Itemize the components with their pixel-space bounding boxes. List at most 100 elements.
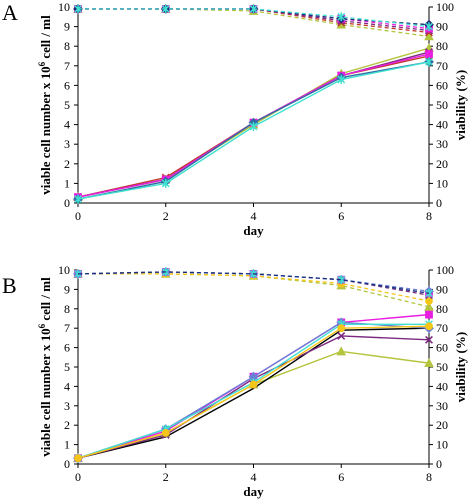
cell-density-line: [77, 323, 429, 459]
left-tick-label: 1: [64, 176, 70, 190]
x-axis-label: day: [243, 223, 264, 238]
right-tick-label: 100: [436, 0, 454, 14]
right-tick-label: 20: [436, 418, 448, 432]
cell-density-point: [161, 179, 170, 188]
x-tick-label: 2: [163, 209, 169, 223]
viability-point: [424, 31, 434, 41]
right-tick-label: 60: [436, 341, 448, 355]
x-tick-label: 0: [75, 470, 81, 484]
left-tick-label: 5: [64, 98, 70, 112]
cell-density-line: [77, 325, 430, 459]
right-tick-label: 80: [436, 39, 448, 53]
panel-letter: A: [2, 0, 18, 25]
right-tick-label: 20: [436, 157, 448, 171]
x-tick-label: 4: [251, 209, 257, 223]
right-tick-label: 90: [436, 20, 448, 34]
viability-point: [161, 4, 170, 14]
cell-density-point: [425, 50, 433, 58]
left-tick-label: 8: [64, 302, 70, 316]
x-tick-label: 8: [426, 209, 432, 223]
cell-density-point: [161, 429, 170, 437]
cell-density-point: [337, 331, 346, 340]
right-tick-label: 50: [436, 360, 448, 374]
cell-density-series: [73, 317, 434, 464]
viability-series: [74, 4, 433, 31]
right-tick-label: 70: [436, 321, 448, 335]
x-tick-label: 6: [338, 470, 344, 484]
viability-point: [424, 301, 434, 311]
cell-density-point: [74, 194, 82, 204]
x-tick-label: 2: [163, 470, 169, 484]
viability-line: [77, 271, 430, 294]
left-tick-label: 10: [58, 263, 70, 277]
viability-point: [337, 275, 346, 285]
y-axis-label-right: viability (%): [453, 70, 468, 140]
right-tick-label: 30: [436, 137, 448, 151]
viability-series: [77, 271, 430, 294]
right-tick-label: 70: [436, 59, 448, 73]
right-tick-label: 0: [436, 196, 442, 210]
left-tick-label: 9: [64, 282, 70, 296]
left-tick-label: 4: [64, 118, 70, 132]
cell-density-point: [337, 324, 346, 333]
cell-density-line: [77, 321, 430, 459]
y-axis-label-right: viability (%): [453, 332, 468, 402]
cell-density-series: [74, 57, 433, 204]
left-tick-label: 3: [64, 137, 70, 151]
panel-letter: B: [2, 273, 17, 298]
x-tick-label: 6: [338, 209, 344, 223]
x-tick-label: 8: [426, 470, 432, 484]
right-tick-label: 40: [436, 379, 448, 393]
cell-density-point: [425, 335, 433, 344]
cell-density-line: [77, 327, 430, 459]
right-tick-label: 10: [436, 176, 448, 190]
x-tick-label: 0: [75, 209, 81, 223]
cell-density-point: [424, 358, 434, 368]
viability-series: [74, 267, 433, 298]
right-tick-label: 80: [436, 302, 448, 316]
cell-density-series: [74, 322, 433, 463]
cell-density-point: [74, 454, 82, 463]
viability-point: [337, 12, 346, 22]
right-tick-label: 50: [436, 98, 448, 112]
left-tick-label: 2: [64, 157, 70, 171]
viability-point: [425, 22, 433, 31]
left-tick-label: 2: [64, 418, 70, 432]
right-tick-label: 30: [436, 399, 448, 413]
left-tick-label: 6: [64, 341, 70, 355]
left-tick-label: 10: [58, 0, 70, 14]
left-tick-label: 5: [64, 360, 70, 374]
cell-density-point: [425, 310, 433, 319]
cell-density-series: [74, 319, 433, 463]
x-axis-label: day: [243, 484, 264, 499]
left-tick-label: 0: [64, 457, 70, 471]
right-tick-label: 0: [436, 457, 442, 471]
cell-density-point: [425, 57, 433, 67]
left-tick-label: 4: [64, 379, 70, 393]
left-tick-label: 7: [64, 59, 70, 73]
right-tick-label: 100: [436, 263, 454, 277]
y-axis-label-left: viable cell number x 106 cell / ml: [37, 277, 53, 457]
left-tick-label: 9: [64, 20, 70, 34]
cell-density-point: [336, 346, 347, 356]
cell-density-series: [77, 327, 430, 459]
x-tick-label: 4: [251, 470, 257, 484]
left-tick-label: 7: [64, 321, 70, 335]
cell-density-point: [337, 75, 346, 84]
left-tick-label: 1: [64, 438, 70, 452]
right-tick-label: 40: [436, 118, 448, 132]
right-tick-label: 10: [436, 438, 448, 452]
right-tick-label: 60: [436, 78, 448, 92]
left-tick-label: 3: [64, 399, 70, 413]
viability-point: [74, 4, 82, 14]
cell-density-point: [425, 322, 433, 331]
right-tick-label: 90: [436, 282, 448, 296]
cell-density-point: [249, 380, 258, 389]
viability-point: [249, 4, 258, 14]
cell-density-point: [249, 122, 258, 131]
cell-density-line: [77, 335, 430, 459]
left-tick-label: 6: [64, 78, 70, 92]
y-axis-label-left: viable cell number x 106 cell / ml: [37, 15, 53, 195]
